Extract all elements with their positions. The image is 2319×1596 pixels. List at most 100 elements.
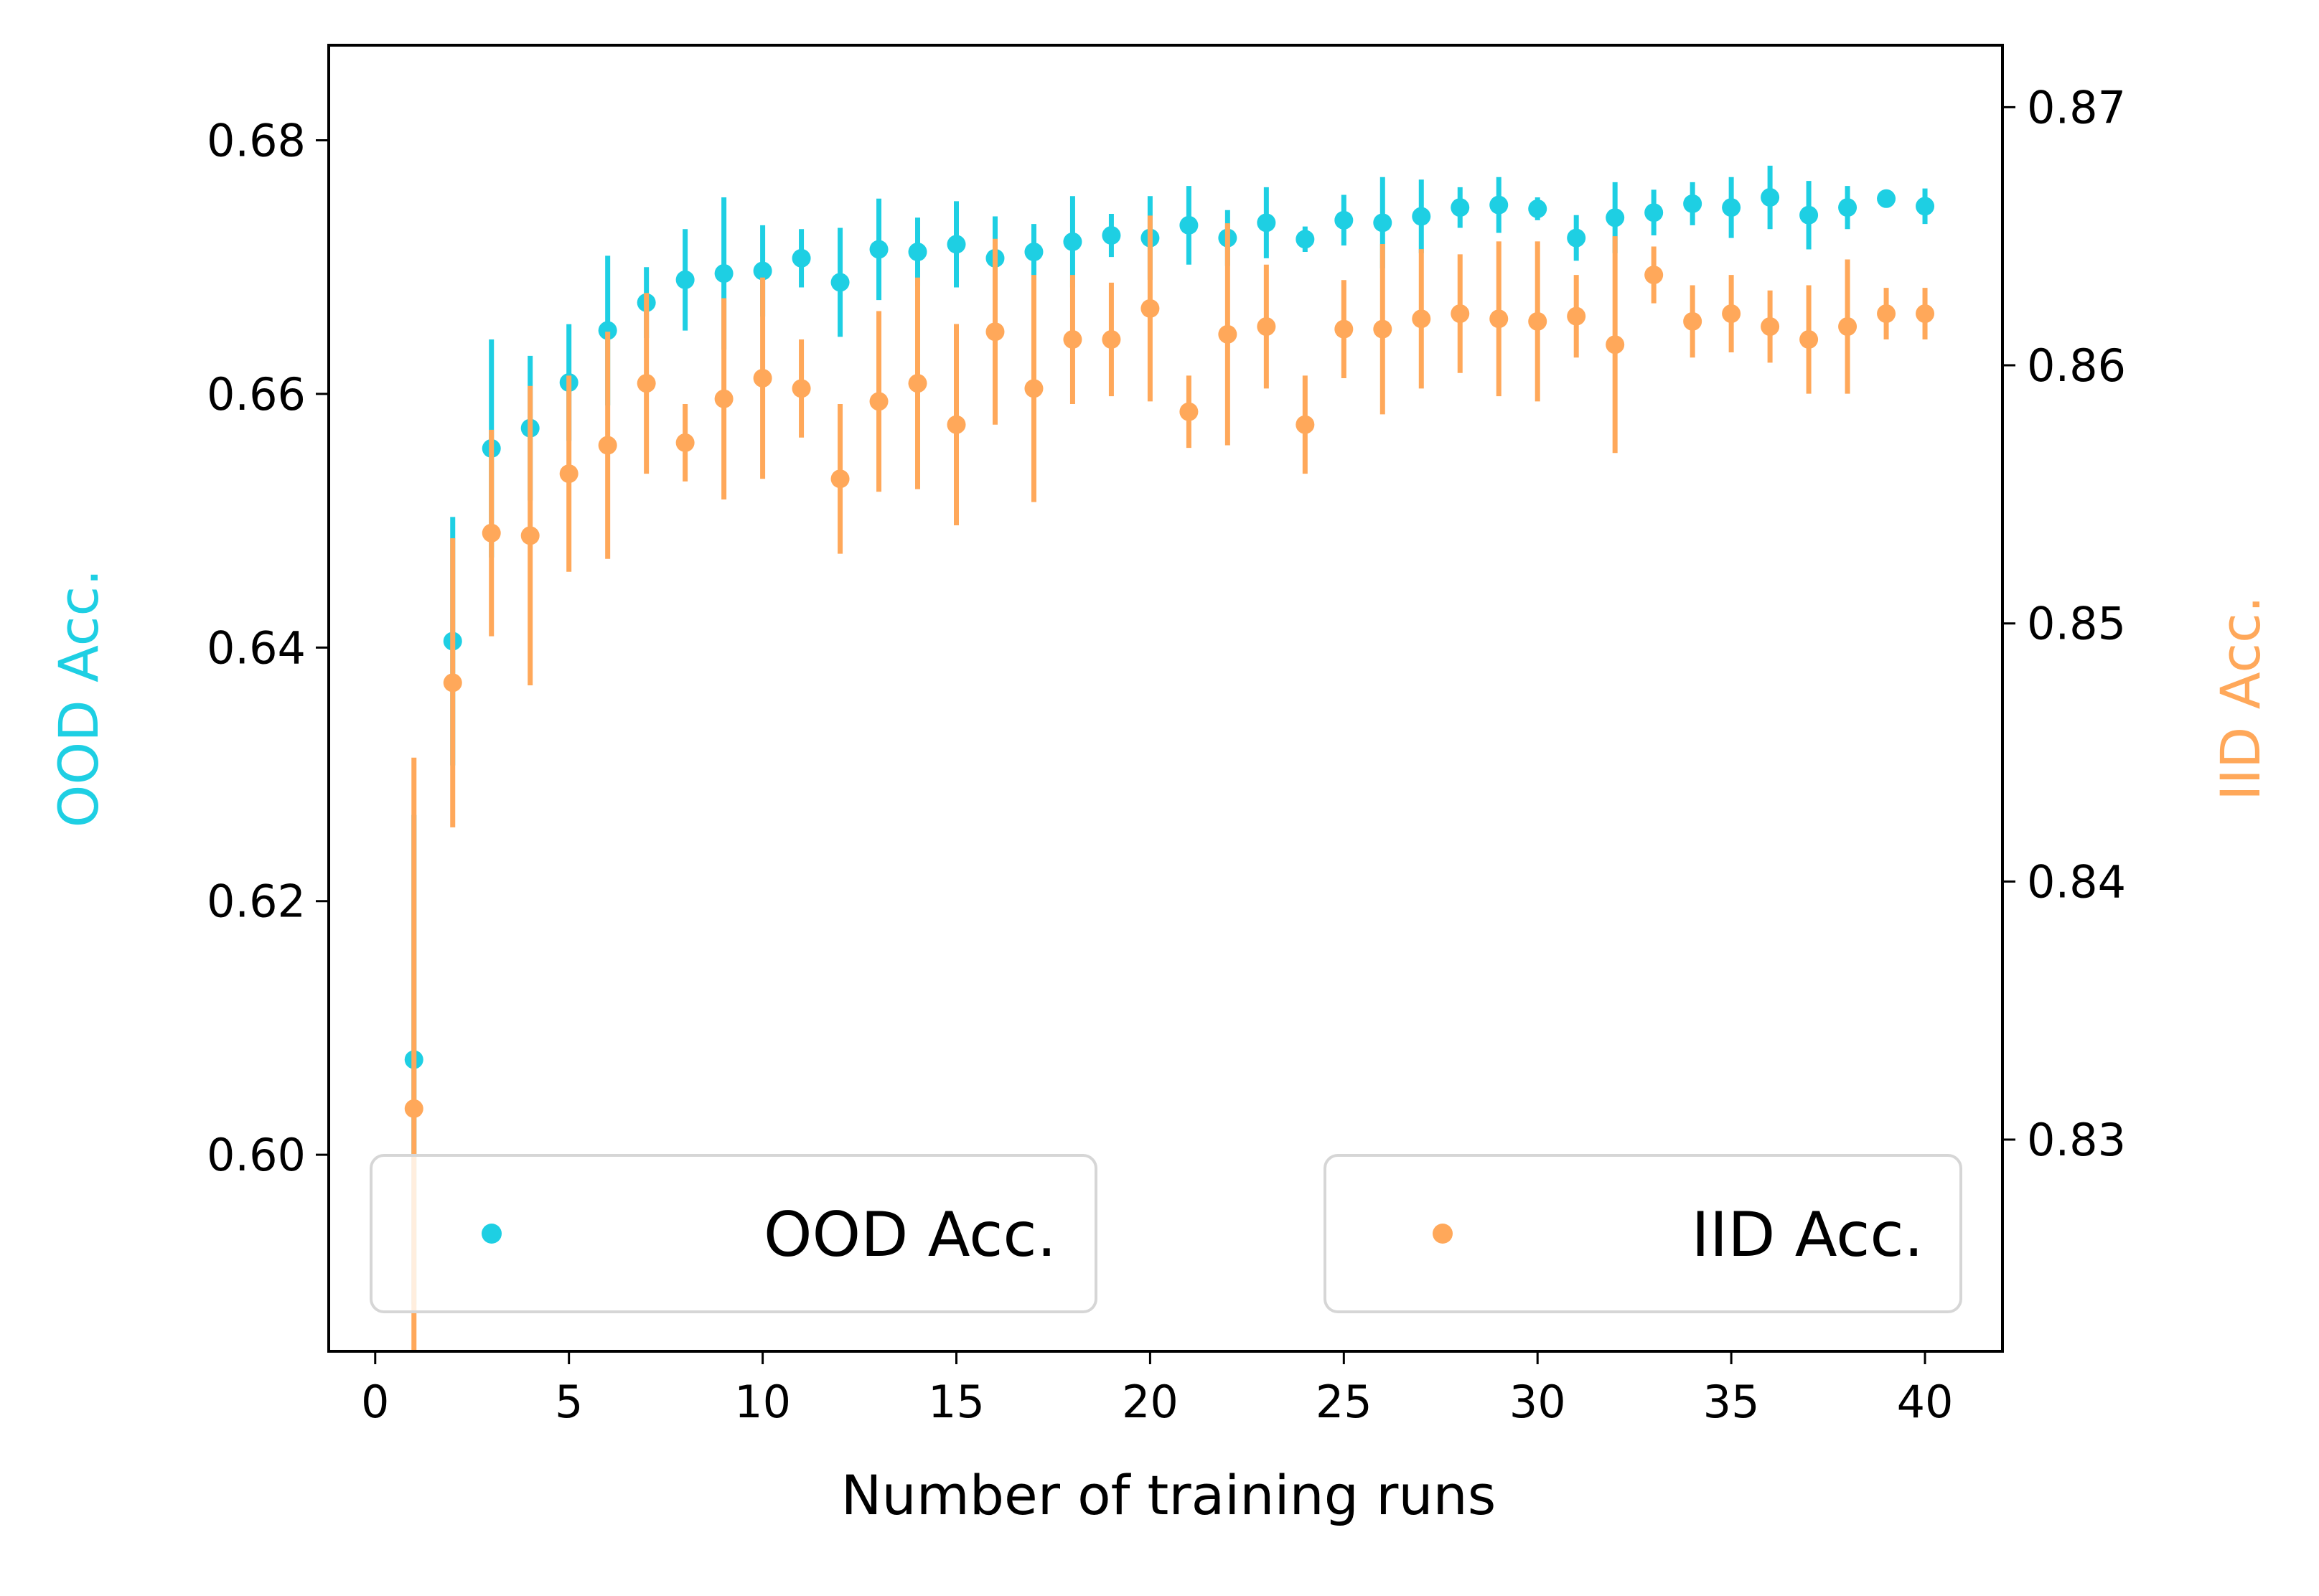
ood-point [1102, 226, 1121, 245]
y-axis-left: 0.60 0.62 0.64 0.66 0.68 [207, 115, 329, 1181]
ood-point [1877, 189, 1896, 208]
ood-point [675, 270, 695, 289]
ood-point [1412, 207, 1431, 226]
x-tick-label: 35 [1703, 1376, 1760, 1428]
ood-point [1373, 213, 1392, 233]
x-tick-label: 0 [361, 1376, 389, 1428]
y-right-tick-label: 0.85 [2027, 598, 2126, 650]
y-axis-title-right: IID Acc. [2208, 596, 2272, 801]
iid-point [947, 415, 966, 434]
ood-point [947, 235, 966, 254]
ood-point [714, 264, 734, 283]
iid-point [559, 464, 578, 484]
iid-point [675, 433, 695, 452]
x-tick-label: 40 [1897, 1376, 1954, 1428]
iid-point [1296, 415, 1315, 434]
iid-point [908, 374, 927, 393]
x-tick-label: 20 [1122, 1376, 1179, 1428]
ood-point [908, 243, 927, 262]
ood-point [1257, 213, 1276, 233]
ood-point [1799, 205, 1819, 225]
ood-point [1489, 195, 1509, 215]
iid-point [1257, 317, 1276, 337]
iid-point [1877, 304, 1896, 324]
iid-point [637, 374, 656, 393]
legend-ood-marker [482, 1224, 502, 1244]
y-right-tick-label: 0.83 [2027, 1114, 2126, 1166]
iid-point [869, 392, 889, 411]
y-right-tick-label: 0.84 [2027, 855, 2126, 908]
iid-point [1644, 266, 1664, 285]
x-tick-label: 25 [1316, 1376, 1372, 1428]
y-axis-right: 0.83 0.84 0.85 0.86 0.87 [2002, 81, 2126, 1166]
y-left-tick-label: 0.62 [207, 876, 306, 928]
legend-iid: IID Acc. [1324, 1154, 1962, 1313]
iid-point [443, 673, 462, 693]
ood-point [1644, 203, 1664, 222]
iid-point [1567, 306, 1586, 326]
iid-point [1606, 335, 1625, 355]
iid-point [1179, 402, 1199, 421]
x-axis: 0 5 10 15 20 25 30 35 40 [361, 1351, 1953, 1428]
y-left-tick-label: 0.68 [207, 115, 306, 167]
ood-point [1916, 197, 1935, 216]
iid-point [1722, 304, 1741, 324]
ood-point [1567, 228, 1586, 248]
iid-point [1761, 317, 1780, 337]
iid-point [1451, 304, 1470, 324]
y-left-tick-label: 0.60 [207, 1129, 306, 1181]
iid-point [598, 436, 617, 455]
iid-point [1334, 319, 1354, 339]
ood-point [1334, 210, 1354, 230]
ood-point [869, 240, 889, 259]
ood-point [1451, 198, 1470, 217]
legend-ood-box [370, 1154, 1097, 1313]
y-right-tick-label: 0.86 [2027, 339, 2126, 392]
ood-point [1179, 215, 1199, 235]
iid-point [1218, 324, 1237, 344]
iid-point [792, 379, 811, 398]
ood-point [1296, 230, 1315, 249]
x-tick-label: 30 [1509, 1376, 1566, 1428]
iid-point [520, 526, 540, 545]
ood-point [1761, 188, 1780, 207]
x-axis-title: Number of training runs [841, 1463, 1496, 1527]
ood-point [830, 273, 850, 292]
legend-iid-box [1324, 1154, 1962, 1313]
iid-point [985, 322, 1005, 342]
legend-ood: OOD Acc. [370, 1154, 1097, 1313]
iid-point [1683, 311, 1702, 331]
ood-point [1683, 194, 1702, 213]
iid-point [1528, 311, 1547, 331]
y-left-tick-label: 0.64 [207, 621, 306, 674]
legend-iid-label: IID Acc. [1691, 1199, 1924, 1271]
iid-point [1102, 330, 1121, 349]
ood-point [1024, 243, 1044, 262]
iid-point [1373, 319, 1392, 339]
ood-point [1528, 199, 1547, 218]
y-axis-title-left: OOD Acc. [47, 569, 111, 828]
x-tick-label: 5 [555, 1376, 583, 1428]
iid-point [482, 523, 501, 543]
plot-frame [327, 44, 2004, 1353]
ood-point [1722, 198, 1741, 217]
ood-point [1063, 232, 1082, 251]
iid-point [1024, 379, 1044, 398]
ood-point [1838, 198, 1857, 217]
iid-point [1799, 330, 1819, 349]
ood-point [598, 321, 617, 340]
iid-point [1140, 299, 1160, 318]
ood-point [792, 248, 811, 268]
iid-point [753, 368, 772, 388]
x-tick-label: 15 [928, 1376, 985, 1428]
x-tick-label: 10 [734, 1376, 791, 1428]
iid-point [714, 389, 734, 408]
ood-point [1606, 208, 1625, 227]
legend-iid-marker [1433, 1224, 1453, 1244]
iid-point [1838, 317, 1857, 337]
y-right-tick-label: 0.87 [2027, 81, 2126, 133]
iid-point [1412, 309, 1431, 329]
y-left-tick-label: 0.66 [207, 368, 306, 421]
